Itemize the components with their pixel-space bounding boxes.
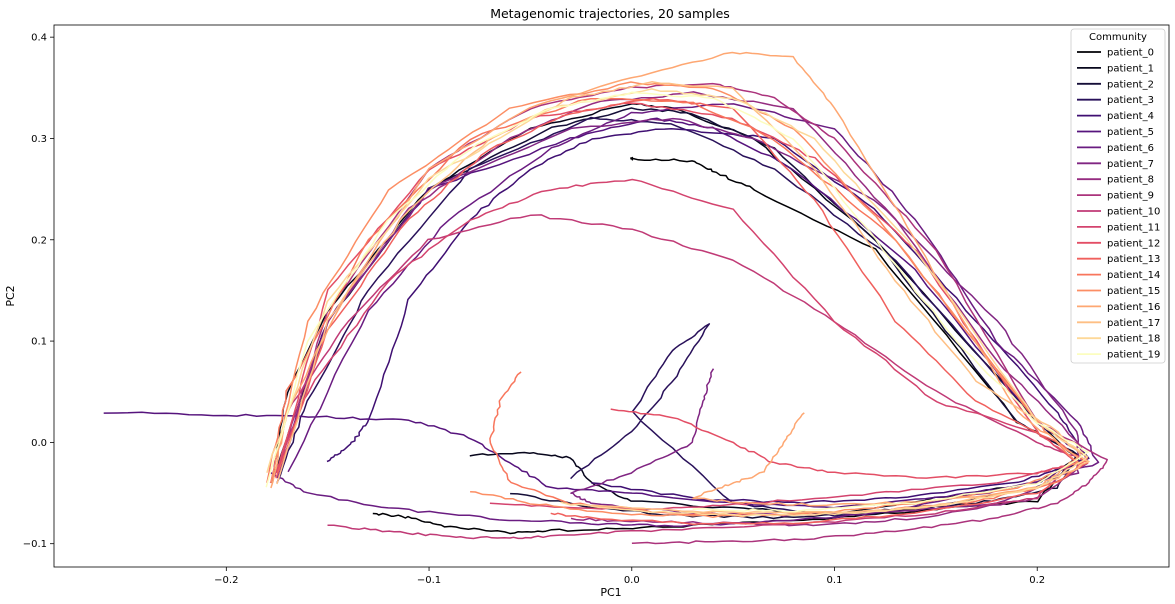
x-tick-label: −0.2 xyxy=(214,575,238,586)
y-axis-ticks: −0.1 0.0 0.1 0.2 0.3 0.4 xyxy=(23,33,54,550)
trajectory-line-patient_18 xyxy=(266,88,1088,517)
y-tick-label: 0.4 xyxy=(31,33,47,44)
x-tick-label: 0.0 xyxy=(624,575,640,586)
y-tick-label: −0.1 xyxy=(23,539,47,550)
legend-label-patient_4: patient_4 xyxy=(1107,111,1154,122)
legend-label-patient_13: patient_13 xyxy=(1107,254,1160,265)
x-axis-label: PC1 xyxy=(600,586,621,599)
legend-label-patient_14: patient_14 xyxy=(1107,270,1160,281)
legend: Community patient_0patient_1patient_2pat… xyxy=(1070,28,1166,364)
trajectory-line-patient_17 xyxy=(276,81,1090,514)
legend-label-patient_9: patient_9 xyxy=(1107,191,1154,202)
y-tick-label: 0.1 xyxy=(31,337,47,348)
legend-entries: patient_0 patient_1 patient_2 patient_3pati… xyxy=(1077,48,1160,361)
trajectory-line-patient_19 xyxy=(265,91,1090,513)
trajectory-lines xyxy=(103,51,1108,545)
legend-label-patient_3: patient_3 xyxy=(1107,95,1154,106)
trajectory-line-patient_5 xyxy=(103,117,1089,509)
legend-label-patient_5: patient_5 xyxy=(1107,127,1154,138)
legend-label-patient_19: patient_19 xyxy=(1107,350,1160,361)
plot-frame xyxy=(53,24,1170,568)
chart-title: Metagenomic trajectories, 20 samples xyxy=(490,6,730,21)
trajectory-line-patient_15 xyxy=(270,81,1079,518)
trajectory-line-patient_6 xyxy=(270,103,1100,527)
x-tick-label: 0.2 xyxy=(1029,575,1045,586)
legend-label-patient_17: patient_17 xyxy=(1107,318,1160,329)
legend-box xyxy=(1070,28,1166,364)
legend-label-patient_10: patient_10 xyxy=(1107,207,1160,218)
y-tick-label: 0.2 xyxy=(31,235,47,246)
legend-label-patient_6: patient_6 xyxy=(1107,143,1154,154)
legend-label-patient_8: patient_8 xyxy=(1107,175,1154,186)
legend-label-patient_0: patient_0 xyxy=(1107,48,1154,59)
legend-label-patient_2: patient_2 xyxy=(1107,79,1154,90)
y-tick-label: 0.3 xyxy=(31,134,47,145)
x-tick-label: −0.1 xyxy=(417,575,441,586)
x-axis-ticks: −0.2 −0.1 0.0 0.1 0.2 xyxy=(214,567,1045,586)
legend-label-patient_12: patient_12 xyxy=(1107,238,1160,249)
y-axis-label: PC2 xyxy=(4,285,17,306)
trajectory-line-patient_16 xyxy=(270,51,1079,507)
legend-label-patient_18: patient_18 xyxy=(1107,334,1160,345)
legend-label-patient_1: patient_1 xyxy=(1107,63,1154,74)
trajectory-line-patient_11 xyxy=(269,178,1079,510)
legend-label-patient_16: patient_16 xyxy=(1107,302,1160,313)
x-tick-label: 0.1 xyxy=(827,575,843,586)
y-tick-label: 0.0 xyxy=(31,438,47,449)
legend-label-patient_15: patient_15 xyxy=(1107,286,1160,297)
legend-label-patient_11: patient_11 xyxy=(1107,222,1160,233)
trajectory-line-patient_13 xyxy=(275,97,1089,526)
legend-label-patient_7: patient_7 xyxy=(1107,159,1154,170)
legend-title: Community xyxy=(1089,32,1147,43)
